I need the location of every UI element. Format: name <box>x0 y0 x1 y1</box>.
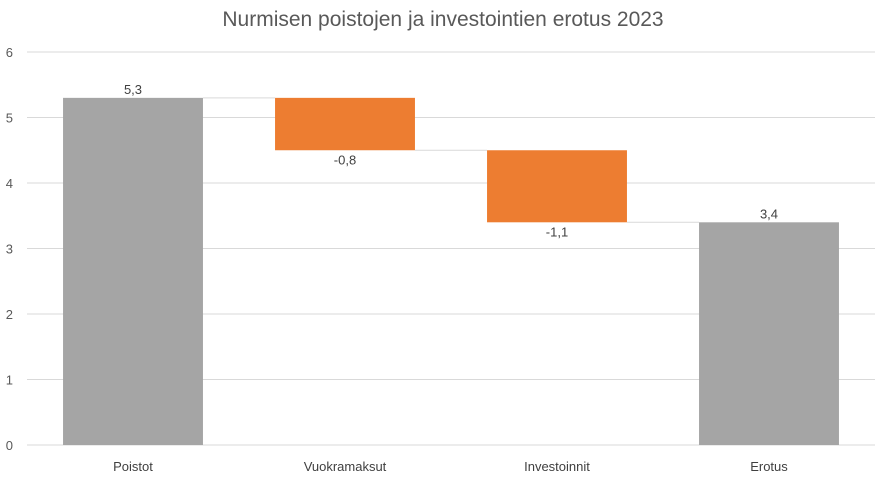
y-tick-label: 5 <box>6 111 13 126</box>
category-label: Poistot <box>113 459 153 474</box>
data-label: 5,3 <box>124 82 142 97</box>
category-label: Vuokramaksut <box>304 459 387 474</box>
chart-title: Nurmisen poistojen ja investointien erot… <box>222 8 664 31</box>
y-tick-label: 4 <box>6 176 13 191</box>
bar-investoinnit <box>487 150 627 223</box>
y-tick-label: 3 <box>6 242 13 257</box>
y-tick-label: 1 <box>6 373 13 388</box>
category-label: Investoinnit <box>524 459 590 474</box>
bar-vuokramaksut <box>275 97 415 151</box>
y-tick-label: 0 <box>6 438 13 453</box>
data-label: -0,8 <box>334 152 356 167</box>
y-tick-label: 6 <box>6 45 13 60</box>
category-label: Erotus <box>750 459 788 474</box>
y-tick-label: 2 <box>6 307 13 322</box>
data-label: -1,1 <box>546 224 568 239</box>
bar-erotus <box>699 222 839 445</box>
bar-poistot <box>63 97 203 445</box>
data-label: 3,4 <box>760 206 778 221</box>
